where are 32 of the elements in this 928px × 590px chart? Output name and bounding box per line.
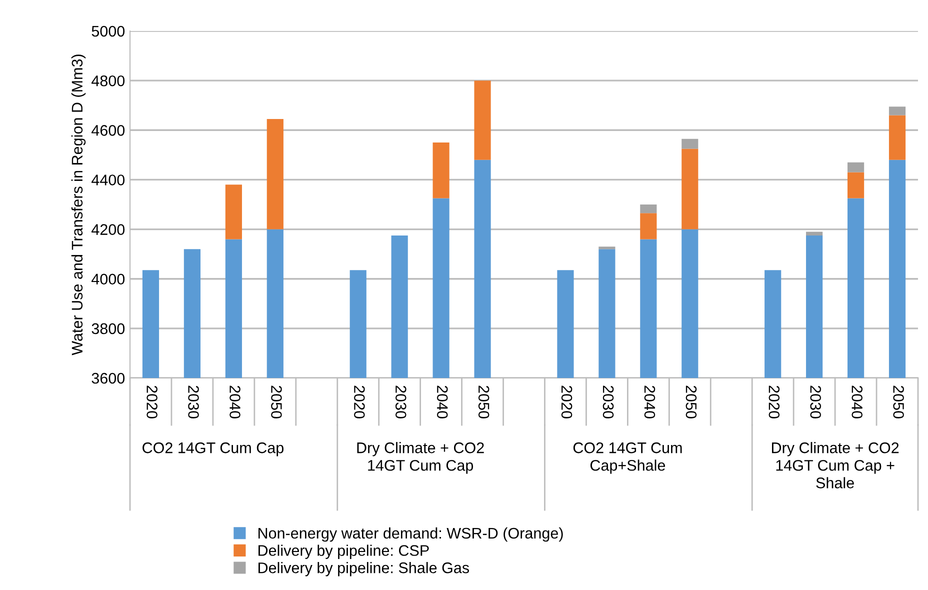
x-tick-label: 2020 [354, 386, 365, 418]
text: CO2 14GT Cum Cap [142, 442, 284, 456]
y-tick-label: 4400 [92, 174, 125, 186]
x-tick-label: 2020 [146, 386, 158, 418]
text: Dry Climate + CO2 14GT Cum Cap [357, 442, 484, 474]
x-tick-label: 2040 [230, 386, 240, 418]
y-axis-title: Water Use and Transfers in Region D (Mm3) [71, 54, 86, 356]
legend-label: Non-energy water demand: WSR-D (Orange) [258, 527, 563, 542]
x-tick-label: 2040 [644, 386, 656, 418]
x-tick-label: 2050 [271, 386, 282, 418]
text: Dry Climate + CO2 14GT Cum Cap + Shale [772, 442, 899, 488]
y-tick-label: 5000 [92, 26, 125, 37]
legend-label: Delivery by pipeline: Shale Gas [258, 562, 469, 576]
x-tick-label: 2030 [188, 386, 199, 418]
x-tick-label: 2040 [852, 386, 863, 418]
x-tick-label: 2030 [810, 386, 822, 418]
y-tick-label: 4600 [92, 125, 125, 136]
y-tick-label: 4800 [92, 75, 125, 86]
x-tick-label: 2020 [768, 386, 780, 418]
y-tick-label: 3800 [92, 323, 125, 334]
y-tick-label: 4000 [92, 274, 125, 285]
text: CO2 14GT Cum Cap+Shale [573, 442, 682, 474]
x-tick-label: 2020 [561, 386, 572, 418]
x-tick-label: 2030 [602, 386, 614, 418]
x-tick-label: 2050 [686, 386, 697, 418]
x-tick-label: 2040 [436, 386, 448, 418]
legend-label: Delivery by pipeline: CSP [258, 544, 429, 559]
y-tick-label: 3600 [92, 372, 125, 384]
y-tick-label: 4200 [92, 224, 125, 235]
x-tick-label: 2030 [395, 386, 406, 418]
x-tick-label: 2050 [478, 386, 490, 418]
x-tick-label: 2050 [893, 386, 904, 418]
